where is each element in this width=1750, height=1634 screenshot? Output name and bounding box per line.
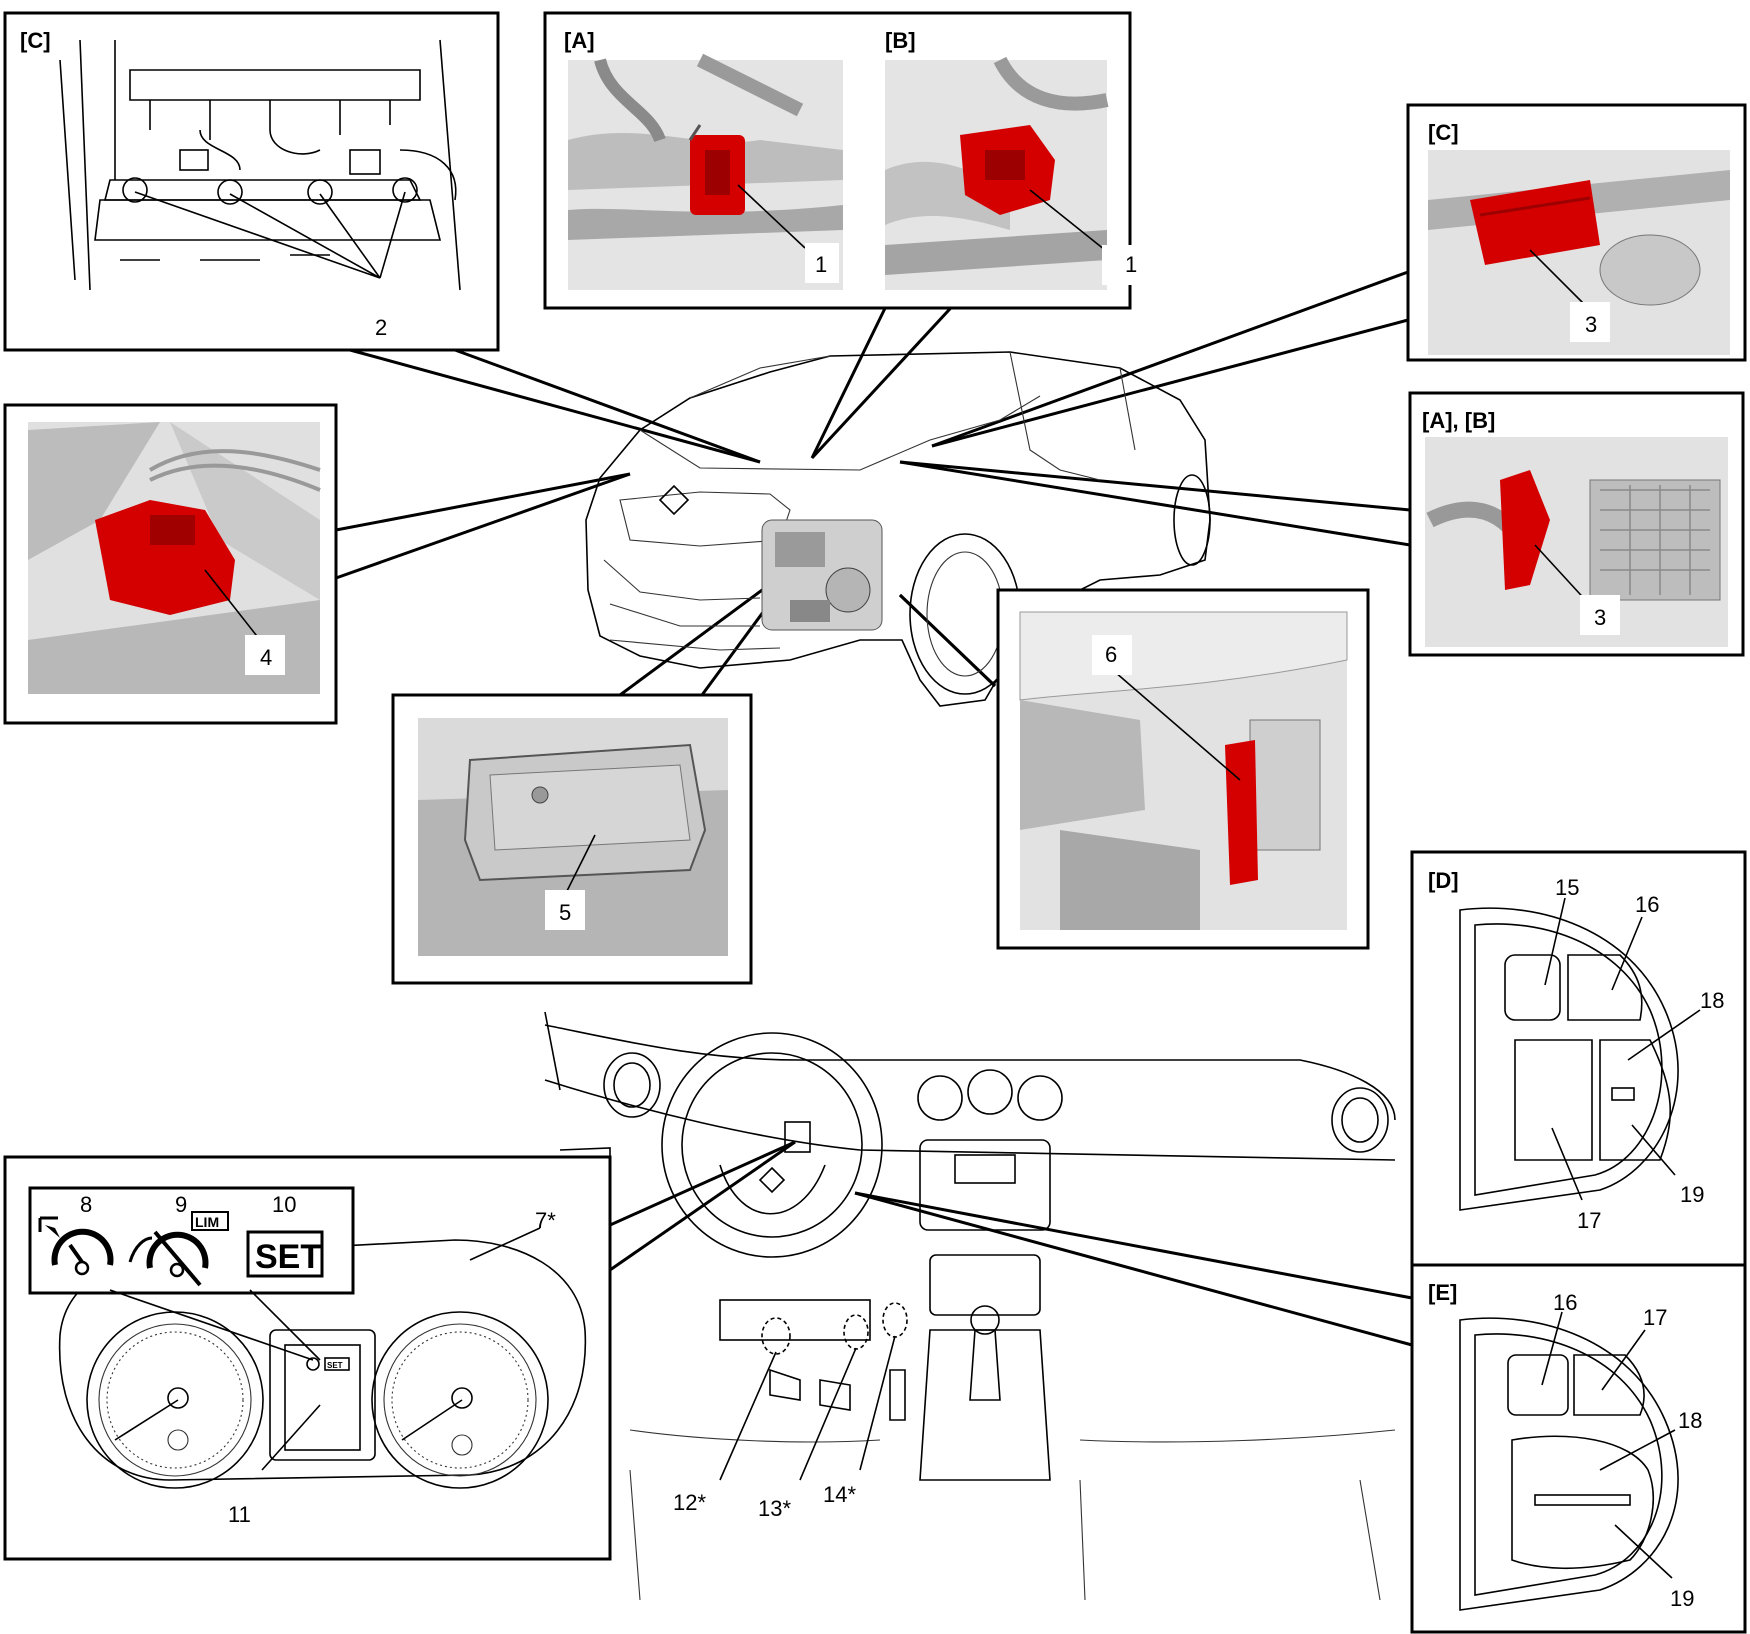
label-6: 6: [1105, 642, 1117, 667]
render-a-throttle-body: 1: [568, 53, 843, 290]
panel-c-right-module-render: [C] 3: [1406, 103, 1747, 362]
panel-4-actuator-render: 4: [3, 403, 338, 725]
label-17-d: 17: [1577, 1208, 1601, 1233]
label-3-ab: 3: [1594, 605, 1606, 630]
panel-instrument-cluster: SET 7* 11 8 LIM 9 SET 10: [3, 1155, 612, 1561]
render-b-throttle-body: 1: [885, 56, 1137, 290]
label-17-e: 17: [1643, 1305, 1667, 1330]
panel-d-steering-switch: [D] 15 16 18 17 19: [1410, 850, 1747, 1282]
label-13: 13*: [758, 1496, 791, 1521]
panel-ab-top-throttle-renders: [A] [B] 1 1: [543, 11, 1137, 310]
set-text: SET: [255, 1238, 321, 1276]
label-5: 5: [559, 900, 571, 925]
label-19-d: 19: [1680, 1182, 1704, 1207]
label-18-d: 18: [1700, 988, 1724, 1013]
panel-ab-right-tag: [A], [B]: [1422, 408, 1495, 433]
panel-c-right-tag: [C]: [1428, 120, 1459, 145]
panel-5-ecm-render: 5: [391, 693, 753, 985]
panel-ab-tag-a: [A]: [564, 28, 595, 53]
label-7: 7*: [535, 1208, 556, 1233]
panel-e-tag: [E]: [1428, 1280, 1457, 1305]
panel-d-tag: [D]: [1428, 868, 1459, 893]
speed-limiter-icon: LIM: [128, 1211, 229, 1287]
set-indicator-icon: SET: [246, 1230, 324, 1278]
label-11: 11: [228, 1502, 251, 1527]
lim-text: LIM: [195, 1214, 219, 1230]
panel-6-radar-render: 6: [996, 588, 1370, 950]
label-8: 8: [80, 1192, 92, 1217]
callout-lines: [335, 270, 1413, 1347]
engine-bay-render: [761, 519, 883, 631]
vehicle-exterior-drawing: [585, 351, 1211, 707]
mini-cruise-icon: SET: [306, 1357, 350, 1371]
panel-ab-right-module-render: [A], [B] 3: [1408, 391, 1745, 657]
panel-ab-tag-b: [B]: [885, 28, 916, 53]
label-16-d: 16: [1635, 892, 1659, 917]
cruise-ready-icon: [38, 1216, 114, 1276]
label-2: 2: [375, 315, 387, 340]
label-16-e: 16: [1553, 1290, 1577, 1315]
dashboard-interior-drawing: 12* 13* 14*: [544, 1011, 1396, 1601]
label-9: 9: [175, 1192, 187, 1217]
panel-c-top-tag: [C]: [20, 28, 51, 53]
label-14: 14*: [823, 1482, 856, 1507]
mini-set-text: SET: [327, 1361, 343, 1370]
label-19-e: 19: [1670, 1586, 1694, 1611]
panel-e-steering-switch: [E] 16 17 18 19: [1410, 1263, 1747, 1634]
label-15: 15: [1555, 875, 1579, 900]
label-12: 12*: [673, 1490, 706, 1515]
label-1-a: 1: [815, 252, 827, 277]
panel-c-top-engine-line-drawing: [C] 2: [3, 11, 500, 352]
label-1-b: 1: [1125, 252, 1137, 277]
label-4: 4: [260, 645, 272, 670]
label-10: 10: [272, 1192, 296, 1217]
label-18-e: 18: [1678, 1408, 1702, 1433]
label-3-c: 3: [1585, 312, 1597, 337]
